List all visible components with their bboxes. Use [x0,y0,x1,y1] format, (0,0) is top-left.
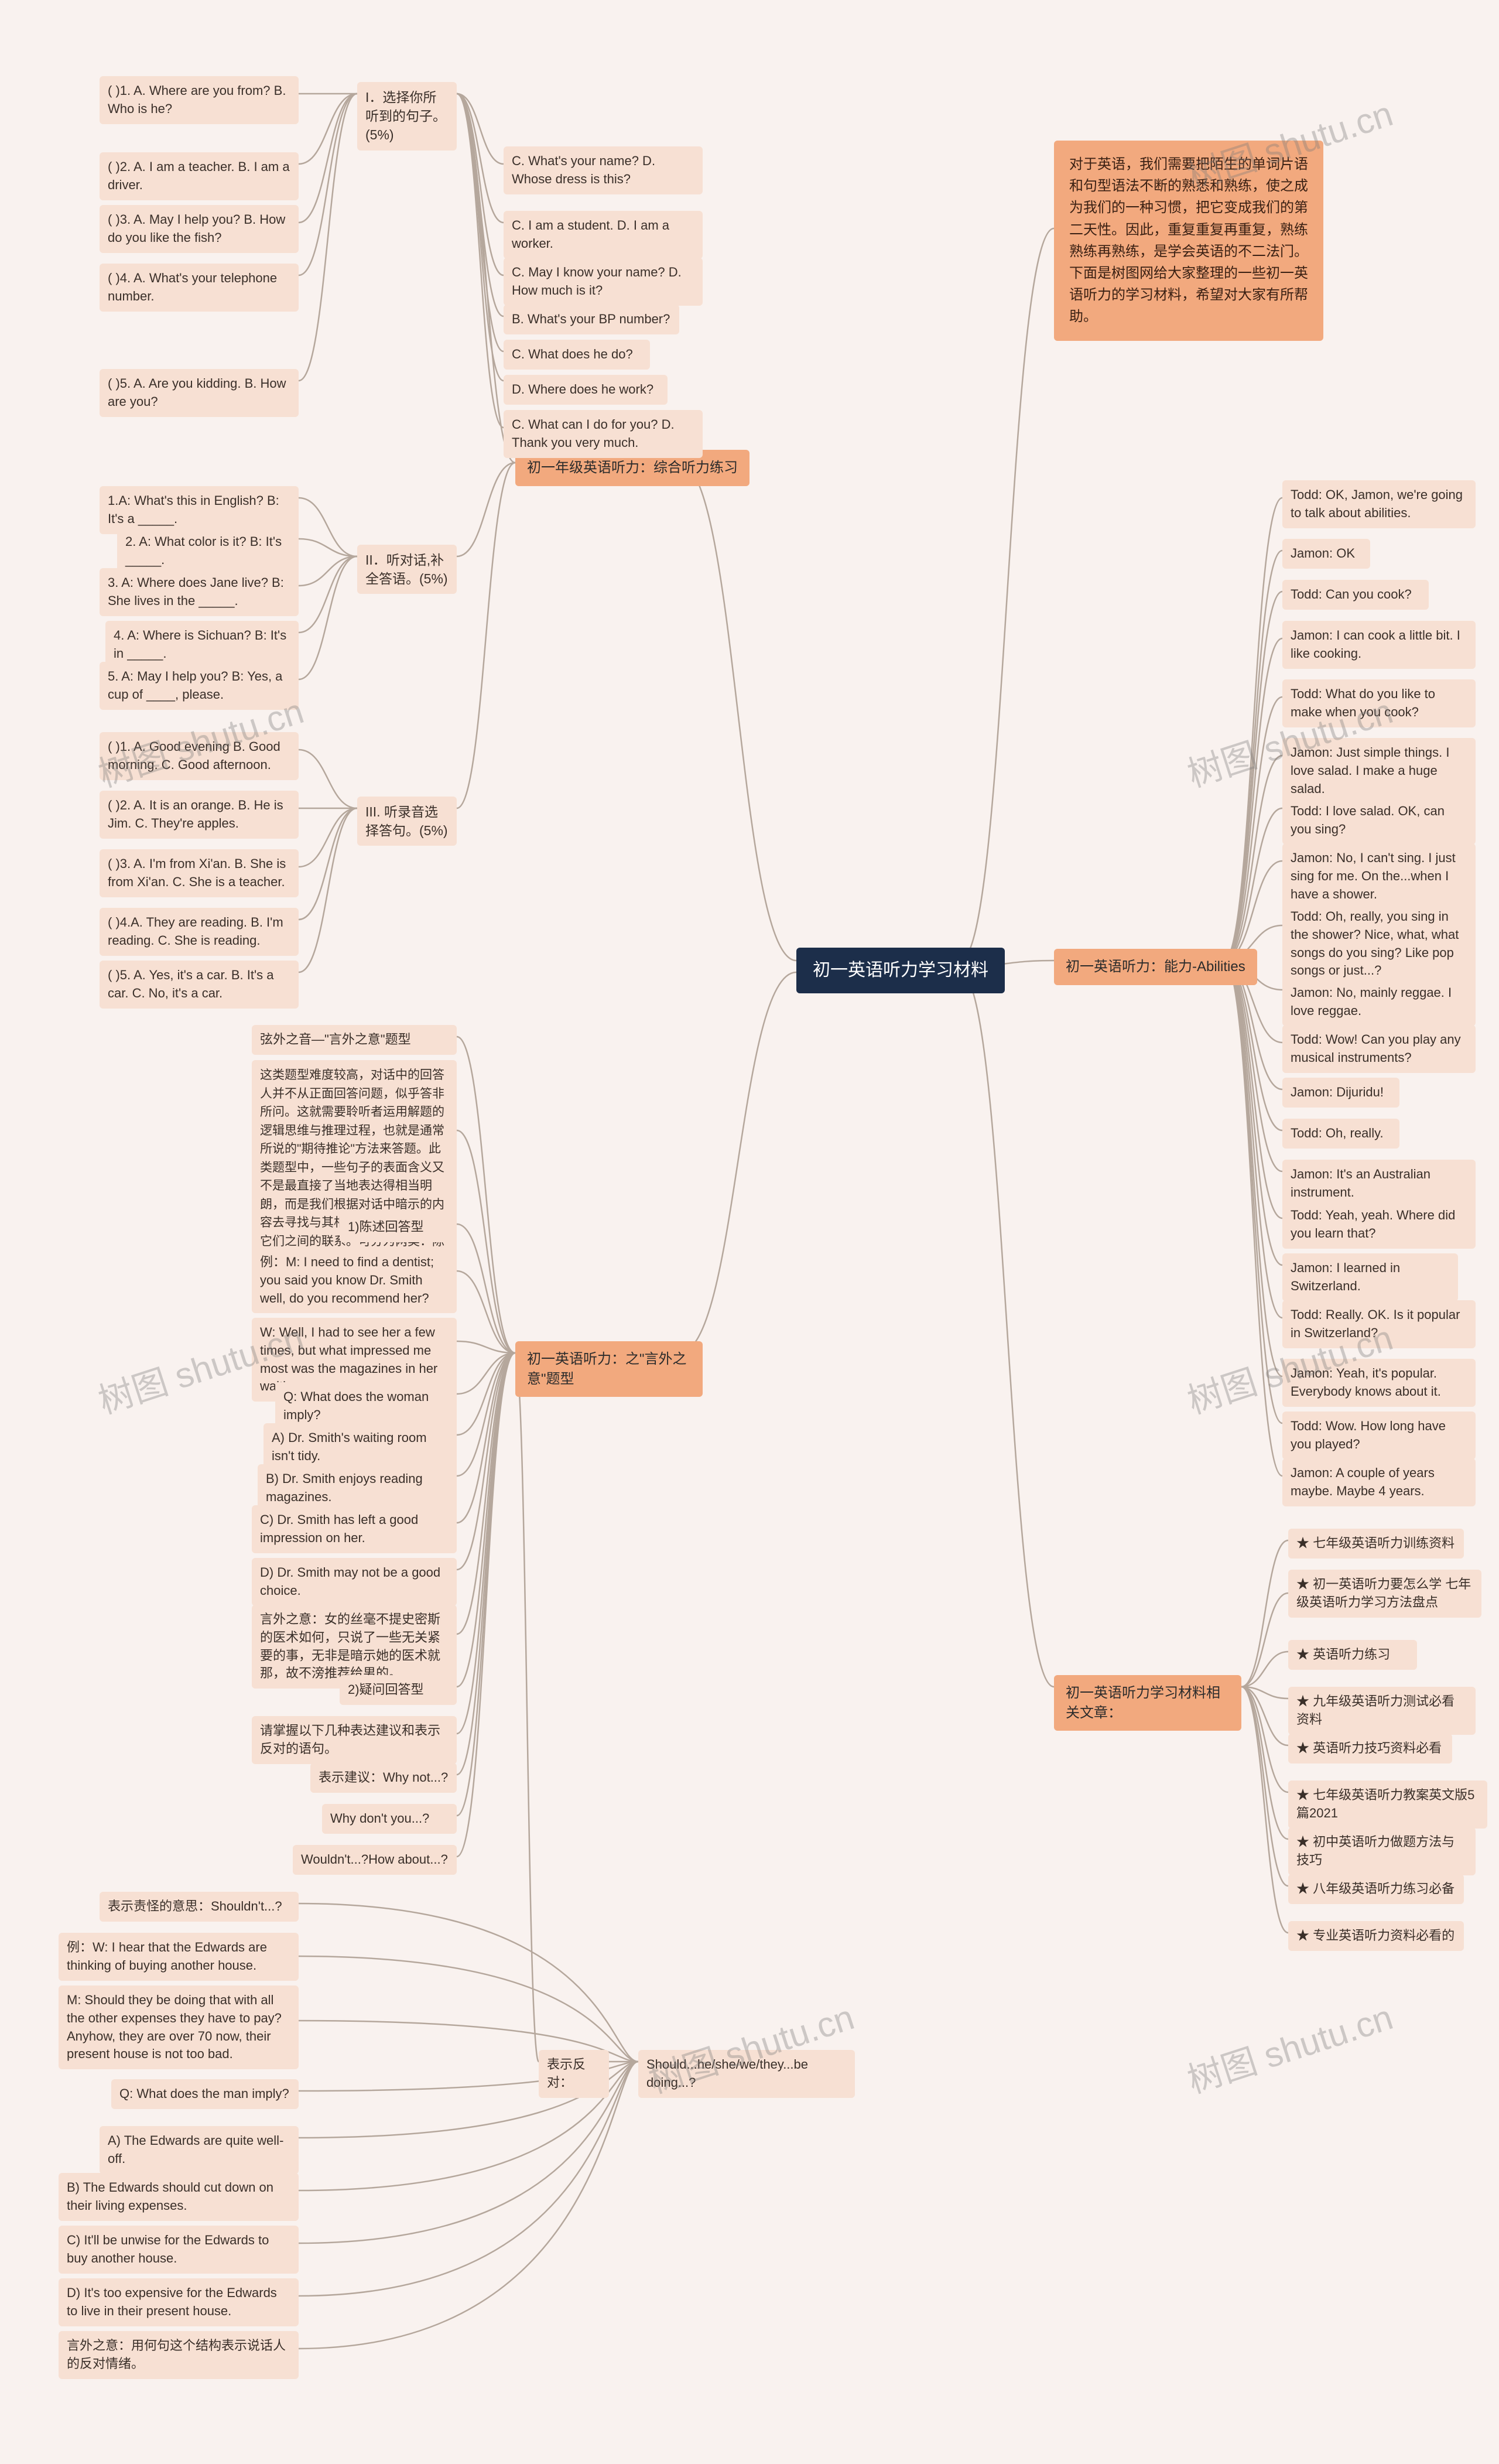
leaf-s3-1: ( )2. A. It is an orange. B. He is Jim. … [100,791,299,839]
leaf-s1-3: ( )4. A. What's your telephone number. [100,264,299,312]
leaf-d-4: Todd: What do you like to make when you … [1282,679,1476,727]
leaf-b2-13: 表示建议：Why not...? [310,1763,457,1793]
leaf-d-5: Jamon: Just simple things. I love salad.… [1282,738,1476,804]
leaf-b2-chain-3: Q: What does the man imply? [111,2079,299,2109]
root-node[interactable]: 初一英语听力学习材料 [796,948,1005,993]
leaf-d-6: Todd: I love salad. OK, can you sing? [1282,797,1476,845]
leaf-s1-6: C. I am a student. D. I am a worker. [504,211,703,259]
leaf-link-4[interactable]: ★ 英语听力技巧资料必看 [1288,1734,1452,1764]
leaf-d-15: Jamon: I learned in Switzerland. [1282,1253,1458,1301]
section-1-title: I．选择你所听到的句子。(5%) [357,82,457,151]
leaf-s1-11: C. What can I do for you? D. Thank you v… [504,410,703,458]
leaf-b2-11: 2)疑问回答型 [340,1675,457,1705]
leaf-b2-9: D) Dr. Smith may not be a good choice. [252,1558,457,1606]
watermark: 树图 shutu.cn [1180,1989,1398,2103]
leaf-link-1[interactable]: ★ 初一英语听力要怎么学 七年级英语听力学习方法盘点 [1288,1570,1481,1618]
leaf-b2-14: Why don't you...? [322,1804,457,1834]
leaf-b2-15: Wouldn't...?How about...? [293,1845,457,1875]
leaf-s3-0: ( )1. A. Good evening B. Good morning. C… [100,732,299,780]
leaf-link-3[interactable]: ★ 九年级英语听力测试必看资料 [1288,1687,1476,1735]
leaf-b2-2: 1)陈述回答型 [340,1212,457,1242]
leaf-b2-1: 这类题型难度较高，对话中的回答人并不从正面回答问题，似乎答非所问。这就需要聆听者… [252,1060,457,1275]
leaf-s1-1: ( )2. A. I am a teacher. B. I am a drive… [100,152,299,200]
leaf-b2-chain-7: D) It's too expensive for the Edwards to… [59,2278,299,2326]
section-2-title: II．听对话,补全答语。(5%) [357,545,457,594]
leaf-d-12: Todd: Oh, really. [1282,1119,1399,1149]
leaf-b2-8: C) Dr. Smith has left a good impression … [252,1505,457,1553]
leaf-s1-4: ( )5. A. Are you kidding. B. How are you… [100,369,299,417]
leaf-s1-10: D. Where does he work? [504,375,668,405]
leaf-d-11: Jamon: Dijuridu! [1282,1078,1399,1108]
leaf-d-10: Todd: Wow! Can you play any musical inst… [1282,1025,1476,1073]
leaf-link-2[interactable]: ★ 英语听力练习 [1288,1640,1417,1670]
leaf-s1-8: B. What's your BP number? [504,305,679,334]
leaf-b2-12: 请掌握以下几种表达建议和表示反对的语句。 [252,1716,457,1764]
leaf-link-8[interactable]: ★ 专业英语听力资料必看的 [1288,1921,1464,1951]
leaf-s3-4: ( )5. A. Yes, it's a car. B. It's a car.… [100,961,299,1009]
leaf-b2-sub-head: 表示反对： [539,2050,609,2098]
leaf-s1-0: ( )1. A. Where are you from? B. Who is h… [100,76,299,124]
leaf-link-5[interactable]: ★ 七年级英语听力教案英文版5篇2021 [1288,1780,1487,1829]
intro-paragraph: 对于英语，我们需要把陌生的单词片语和句型语法不断的熟悉和熟练，使之成为我们的一种… [1054,141,1323,341]
leaf-b2-chain-2: M: Should they be doing that with all th… [59,1985,299,2069]
leaf-d-9: Jamon: No, mainly reggae. I love reggae. [1282,978,1476,1026]
leaf-b2-chain-5: B) The Edwards should cut down on their … [59,2173,299,2221]
leaf-link-6[interactable]: ★ 初中英语听力做题方法与技巧 [1288,1827,1476,1875]
leaf-s1-7: C. May I know your name? D. How much is … [504,258,703,306]
branch-implication-questions[interactable]: 初一英语听力：之"言外之意"题型 [515,1341,703,1397]
leaf-b2-chain-head: Should...he/she/we/they...be doing...? [638,2050,855,2098]
leaf-d-8: Todd: Oh, really, you sing in the shower… [1282,902,1476,986]
leaf-b2-0: 弦外之音—"言外之意"题型 [252,1025,457,1055]
leaf-link-0[interactable]: ★ 七年级英语听力训练资料 [1288,1529,1464,1559]
leaf-s3-3: ( )4.A. They are reading. B. I'm reading… [100,908,299,956]
leaf-b2-chain-8: 言外之意：用何句这个结构表示说话人的反对情绪。 [59,2331,299,2379]
leaf-s2-4: 5. A: May I help you? B: Yes, a cup of _… [100,662,299,710]
leaf-s3-2: ( )3. A. I'm from Xi'an. B. She is from … [100,849,299,897]
leaf-d-16: Todd: Really. OK. Is it popular in Switz… [1282,1300,1476,1348]
leaf-d-2: Todd: Can you cook? [1282,580,1429,610]
leaf-b2-3: 例：M: I need to find a dentist; you said … [252,1248,457,1313]
leaf-b2-chain-4: A) The Edwards are quite well-off. [100,2126,299,2174]
leaf-s1-9: C. What does he do? [504,340,650,370]
section-3-title: III. 听录音选择答句。(5%) [357,797,457,846]
leaf-s1-2: ( )3. A. May I help you? B. How do you l… [100,205,299,253]
leaf-d-17: Jamon: Yeah, it's popular. Everybody kno… [1282,1359,1476,1407]
leaf-b2-chain-1: 例：W: I hear that the Edwards are thinkin… [59,1933,299,1981]
leaf-link-7[interactable]: ★ 八年级英语听力练习必备 [1288,1874,1464,1904]
leaf-d-0: Todd: OK, Jamon, we're going to talk abo… [1282,480,1476,528]
leaf-d-19: Jamon: A couple of years maybe. Maybe 4 … [1282,1458,1476,1506]
leaf-b2-chain-6: C) It'll be unwise for the Edwards to bu… [59,2226,299,2274]
leaf-b2-chain-0: 表示责怪的意思：Shouldn't...? [100,1892,299,1922]
leaf-d-1: Jamon: OK [1282,539,1370,569]
leaf-d-18: Todd: Wow. How long have you played? [1282,1412,1476,1460]
leaf-s1-5: C. What's your name? D. Whose dress is t… [504,146,703,194]
branch-abilities[interactable]: 初一英语听力：能力-Abilities [1054,949,1257,985]
leaf-s2-2: 3. A: Where does Jane live? B: She lives… [100,568,299,616]
leaf-d-3: Jamon: I can cook a little bit. I like c… [1282,621,1476,669]
leaf-d-7: Jamon: No, I can't sing. I just sing for… [1282,843,1476,909]
branch-related-articles[interactable]: 初一英语听力学习材料相关文章： [1054,1675,1241,1731]
leaf-d-14: Todd: Yeah, yeah. Where did you learn th… [1282,1201,1476,1249]
